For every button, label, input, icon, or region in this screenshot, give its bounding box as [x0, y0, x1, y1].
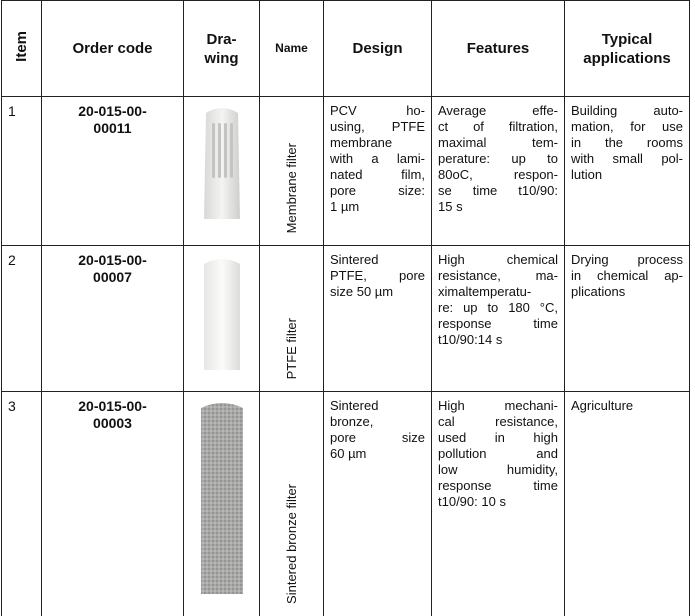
text-line: pore size:: [330, 183, 425, 199]
text-line: 80oC, respon-: [438, 167, 558, 183]
header-text: wing: [190, 49, 253, 68]
text-line: response time: [438, 478, 558, 494]
text-line: ximaltemperatu-: [438, 284, 558, 300]
text-line: re: up to 180 °C,: [438, 300, 558, 316]
name-text: Sintered bronze filter: [284, 484, 300, 604]
text-line: PTFE, pore: [330, 268, 425, 284]
drawing-cell: [184, 97, 260, 246]
item-cell: 3: [2, 392, 42, 616]
text-line: lution: [571, 167, 683, 183]
features-cell: High mechani-cal resistance,used in high…: [432, 392, 565, 616]
text-line: se time t10/90:: [438, 183, 558, 199]
name-cell: Sintered bronze filter: [260, 392, 324, 616]
text-line: nated film,: [330, 167, 425, 183]
text-line: pollution and: [438, 446, 558, 462]
header-cell: Design: [324, 1, 432, 97]
text-line: Building auto-: [571, 103, 683, 119]
text-line: bronze,: [330, 414, 425, 430]
header-text: Dra-: [190, 30, 253, 49]
drawing-cell: [184, 392, 260, 616]
order-code-cell: 20-015-00-00007: [42, 246, 184, 392]
header-text: Typical: [571, 30, 683, 49]
text-line: resistance, ma-: [438, 268, 558, 284]
header-row: Item Order code Dra-wing Name Design Features…: [2, 1, 690, 97]
text-line: membrane: [330, 135, 425, 151]
drawing-cell: [184, 246, 260, 392]
text-line: High mechani-: [438, 398, 558, 414]
header-text: Item: [12, 31, 31, 62]
text-line: Sintered: [330, 252, 425, 268]
order-code-cell: 20-015-00-00011: [42, 97, 184, 246]
text-line: 60 µm: [330, 446, 425, 462]
text-line: 00007: [48, 269, 177, 286]
item-cell: 1: [2, 97, 42, 246]
text-line: plications: [571, 284, 683, 300]
header-cell: Dra-wing: [184, 1, 260, 97]
header-cell: Name: [260, 1, 324, 97]
header-text: applications: [571, 49, 683, 68]
text-line: Drying process: [571, 252, 683, 268]
filter-drawing: [192, 250, 252, 375]
text-line: 00011: [48, 120, 177, 137]
text-line: 20-015-00-: [48, 252, 177, 269]
text-line: 00003: [48, 415, 177, 432]
text-line: maximal tem-: [438, 135, 558, 151]
name-cell: Membrane filter: [260, 97, 324, 246]
text-line: PCV ho-: [330, 103, 425, 119]
text-line: 20-015-00-: [48, 398, 177, 415]
text-line: with a lami-: [330, 151, 425, 167]
text-line: low humidity,: [438, 462, 558, 478]
text-line: with small pol-: [571, 151, 683, 167]
text-line: Sintered: [330, 398, 425, 414]
text-line: mation, for use: [571, 119, 683, 135]
text-line: size 50 µm: [330, 284, 425, 300]
header-text: Name: [266, 39, 317, 58]
text-line: 1 µm: [330, 199, 425, 215]
header-cell: Features: [432, 1, 565, 97]
text-line: Agriculture: [571, 398, 683, 414]
item-cell: 2: [2, 246, 42, 392]
header-cell: Item: [2, 1, 42, 97]
text-line: perature: up to: [438, 151, 558, 167]
text-line: response time: [438, 316, 558, 332]
text-line: 15 s: [438, 199, 558, 215]
text-line: t10/90: 10 s: [438, 494, 558, 510]
features-cell: Average effe-ct of filtration,maximal te…: [432, 97, 565, 246]
text-line: used in high: [438, 430, 558, 446]
applications-cell: Agriculture: [565, 392, 690, 616]
text-line: in chemical ap-: [571, 268, 683, 284]
text-line: in the rooms: [571, 135, 683, 151]
text-line: 20-015-00-: [48, 103, 177, 120]
text-line: ct of filtration,: [438, 119, 558, 135]
text-line: High chemical: [438, 252, 558, 268]
header-text: Order code: [48, 39, 177, 58]
header-cell: Order code: [42, 1, 184, 97]
order-code-cell: 20-015-00-00003: [42, 392, 184, 616]
name-cell: PTFE filter: [260, 246, 324, 392]
name-text: Membrane filter: [284, 143, 300, 233]
header-text: Features: [438, 39, 558, 58]
text-line: pore size: [330, 430, 425, 446]
text-line: cal resistance,: [438, 414, 558, 430]
header-text: Design: [330, 39, 425, 58]
filter-drawing: [192, 396, 252, 596]
name-text: PTFE filter: [284, 318, 300, 379]
text-line: using, PTFE: [330, 119, 425, 135]
filter-drawing: [192, 101, 252, 226]
text-line: t10/90:14 s: [438, 332, 558, 348]
text-line: Average effe-: [438, 103, 558, 119]
